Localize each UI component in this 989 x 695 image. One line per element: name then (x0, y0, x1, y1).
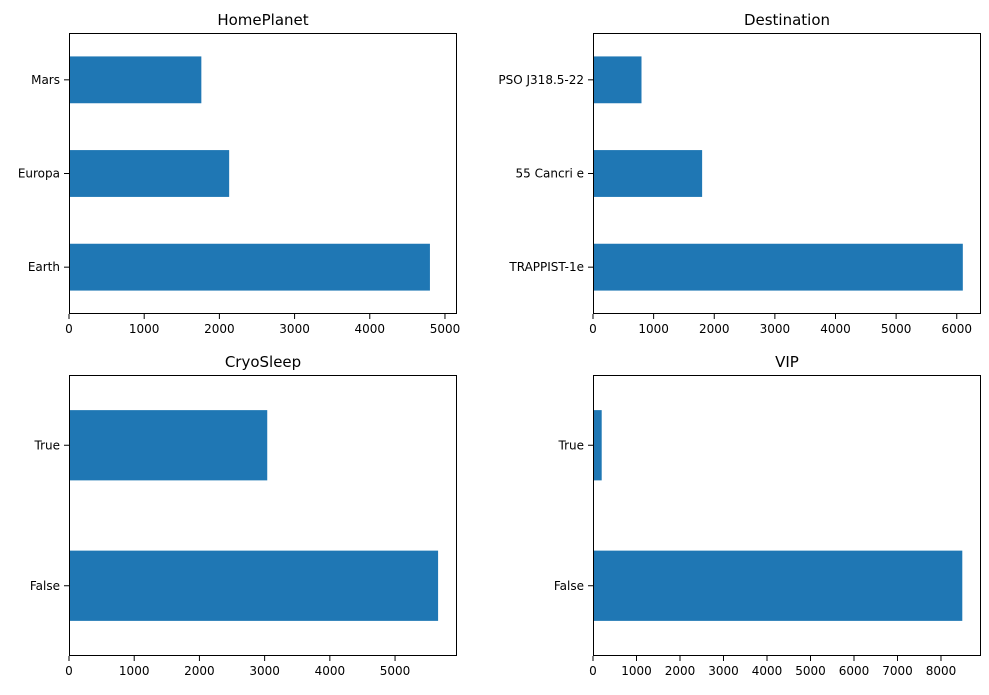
subplot-0: HomePlanet 0 1000 2000 3000 4000 5000 Earth Euro… (18, 11, 460, 336)
x-tick-label: 4000 (355, 322, 386, 336)
subplot-1: Destination 0 1000 2000 3000 4000 5000 6000 TRAP… (498, 11, 981, 336)
bar-false (593, 550, 963, 621)
x-tick-label: 0 (65, 664, 73, 678)
bar-europa (69, 150, 230, 197)
y-tick-label: Mars (31, 73, 60, 87)
chart-title: VIP (775, 353, 799, 371)
subplot-2: CryoSleep 0 1000 2000 3000 4000 5000 False True (30, 353, 457, 678)
y-tick-label: False (554, 579, 584, 593)
x-tick-label: 1000 (621, 664, 652, 678)
x-tick-label: 6000 (941, 322, 972, 336)
bar-false (69, 550, 439, 621)
x-tick-label: 7000 (882, 664, 913, 678)
x-tick-label: 3000 (279, 322, 310, 336)
x-tick-label: 1000 (119, 664, 150, 678)
x-tick-label: 5000 (881, 322, 912, 336)
chart-title: Destination (744, 11, 830, 29)
y-tick-label: True (558, 438, 585, 452)
y-tick-label: True (34, 438, 61, 452)
y-tick-label: Earth (28, 260, 60, 274)
axes-frame (69, 375, 457, 656)
x-tick-label: 5000 (795, 664, 826, 678)
x-tick-label: 3000 (249, 664, 280, 678)
bar-true (69, 410, 268, 481)
bar-mars (69, 56, 202, 104)
x-tick-label: 4000 (315, 664, 346, 678)
x-tick-label: 1000 (129, 322, 160, 336)
x-tick-label: 8000 (926, 664, 957, 678)
axes-frame (593, 375, 981, 656)
y-tick-label: False (30, 579, 60, 593)
chart-title: CryoSleep (225, 353, 301, 371)
x-tick-label: 0 (65, 322, 73, 336)
x-tick-label: 5000 (380, 664, 411, 678)
x-tick-label: 3000 (708, 664, 739, 678)
x-tick-label: 1000 (638, 322, 669, 336)
y-tick-label: PSO J318.5-22 (498, 73, 584, 87)
bar-trappist-1e (593, 243, 963, 291)
bar-pso-j318-5-22 (593, 56, 642, 104)
bar-true (593, 410, 602, 481)
axes-frame (69, 33, 457, 314)
x-tick-label: 2000 (204, 322, 235, 336)
x-tick-label: 4000 (820, 322, 851, 336)
x-tick-label: 3000 (760, 322, 791, 336)
x-tick-label: 6000 (839, 664, 870, 678)
y-tick-label: Europa (18, 167, 60, 181)
x-tick-label: 2000 (699, 322, 730, 336)
y-tick-label: TRAPPIST-1e (508, 260, 584, 274)
axes-frame (593, 33, 981, 314)
x-tick-label: 4000 (752, 664, 783, 678)
x-tick-label: 2000 (184, 664, 215, 678)
x-tick-label: 2000 (665, 664, 696, 678)
subplot-3: VIP 0 1000 2000 3000 4000 5000 6000 7000 8000 Fals… (554, 353, 981, 678)
x-tick-label: 5000 (430, 322, 461, 336)
x-tick-label: 0 (589, 664, 597, 678)
y-tick-label: 55 Cancri e (516, 167, 584, 181)
chart-title: HomePlanet (217, 11, 308, 29)
bar-55-cancri-e (593, 150, 703, 197)
bar-earth (69, 243, 430, 291)
x-tick-label: 0 (589, 322, 597, 336)
